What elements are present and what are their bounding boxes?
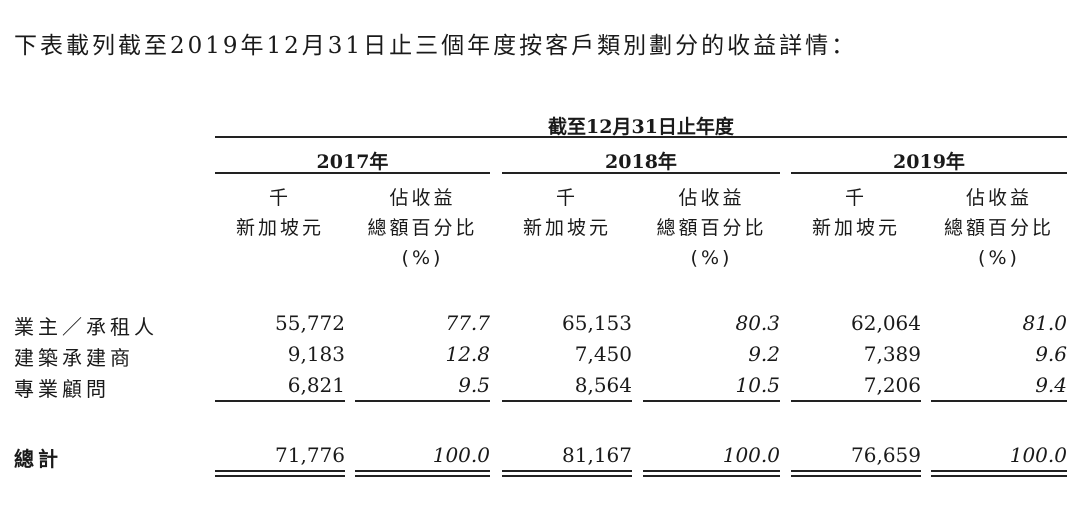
cell-total-amount: 76,659	[851, 443, 921, 467]
year-header-2017: 2017年	[316, 151, 389, 173]
amount-header-unit: 千	[555, 187, 578, 209]
period-header: 截至12月31日止年度	[548, 116, 734, 138]
amount-header-unit: 千	[268, 187, 291, 209]
pct-header-2019: 佔收益 總額百分比 (%)	[931, 183, 1067, 273]
pct-header-unit: (%)	[401, 247, 444, 269]
cell-total-pct: 100.0	[432, 443, 490, 467]
subtotal-rule	[215, 400, 345, 402]
amount-header-2018: 千 新加坡元	[502, 183, 632, 243]
cell-total-amount: 81,167	[562, 443, 632, 467]
pct-header-line1: 佔收益	[965, 187, 1032, 209]
pct-header-line2: 總額百分比	[367, 217, 478, 239]
pct-header-line2: 總額百分比	[656, 217, 767, 239]
amount-header-currency: 新加坡元	[235, 217, 324, 239]
amount-header-2019: 千 新加坡元	[791, 183, 921, 243]
year-header-2018: 2018年	[605, 151, 677, 173]
cell-total-pct: 100.0	[722, 443, 780, 467]
subtotal-rule	[355, 400, 490, 402]
cell-amount: 7,450	[574, 342, 632, 366]
year-header-2019: 2019年	[893, 151, 965, 173]
total-double-rule	[791, 470, 921, 477]
amount-header-unit: 千	[844, 187, 867, 209]
amount-header-2017: 千 新加坡元	[215, 183, 345, 243]
pct-header-2017: 佔收益 總額百分比 (%)	[355, 183, 490, 273]
amount-header-currency: 新加坡元	[522, 217, 611, 239]
cell-pct: 9.2	[748, 342, 780, 366]
total-double-rule	[643, 470, 780, 477]
amount-header-currency: 新加坡元	[811, 217, 900, 239]
pct-header-line1: 佔收益	[389, 187, 456, 209]
cell-pct: 77.7	[445, 311, 490, 335]
total-double-rule	[215, 470, 345, 477]
subtotal-rule	[502, 400, 632, 402]
year-rule-2019	[791, 172, 1067, 174]
cell-pct: 10.5	[735, 373, 780, 397]
period-header-rule	[215, 136, 1067, 138]
row-label-owners-tenants: 業主／承租人	[14, 315, 158, 339]
cell-amount: 9,183	[287, 342, 345, 366]
total-double-rule	[355, 470, 490, 477]
pct-header-unit: (%)	[978, 247, 1020, 269]
subtotal-rule	[791, 400, 921, 402]
row-label-total: 總計	[14, 447, 62, 471]
pct-header-2018: 佔收益 總額百分比 (%)	[643, 183, 780, 273]
cell-amount: 62,064	[851, 311, 921, 335]
row-label-contractors: 建築承建商	[14, 346, 134, 370]
cell-amount: 7,389	[863, 342, 921, 366]
cell-pct: 80.3	[735, 311, 780, 335]
year-rule-2017	[215, 172, 490, 174]
total-double-rule	[931, 470, 1067, 477]
cell-total-pct: 100.0	[1009, 443, 1067, 467]
cell-total-amount: 71,776	[275, 443, 345, 467]
cell-amount: 7,206	[863, 373, 921, 397]
cell-pct: 9.4	[1035, 373, 1067, 397]
pct-header-line1: 佔收益	[678, 187, 745, 209]
year-rule-2018	[502, 172, 780, 174]
cell-amount: 8,564	[574, 373, 632, 397]
pct-header-line2: 總額百分比	[943, 217, 1054, 239]
pct-header-unit: (%)	[690, 247, 733, 269]
cell-amount: 65,153	[562, 311, 632, 335]
cell-amount: 55,772	[275, 311, 345, 335]
total-double-rule	[502, 470, 632, 477]
subtotal-rule	[931, 400, 1067, 402]
cell-pct: 9.5	[458, 373, 490, 397]
subtotal-rule	[643, 400, 780, 402]
cell-pct: 12.8	[445, 342, 490, 366]
row-label-consultants: 專業顧問	[14, 377, 110, 401]
cell-pct: 9.6	[1035, 342, 1067, 366]
cell-amount: 6,821	[287, 373, 345, 397]
cell-pct: 81.0	[1022, 311, 1067, 335]
intro-text: 下表載列截至2019年12月31日止三個年度按客戶類別劃分的收益詳情：	[14, 33, 858, 59]
